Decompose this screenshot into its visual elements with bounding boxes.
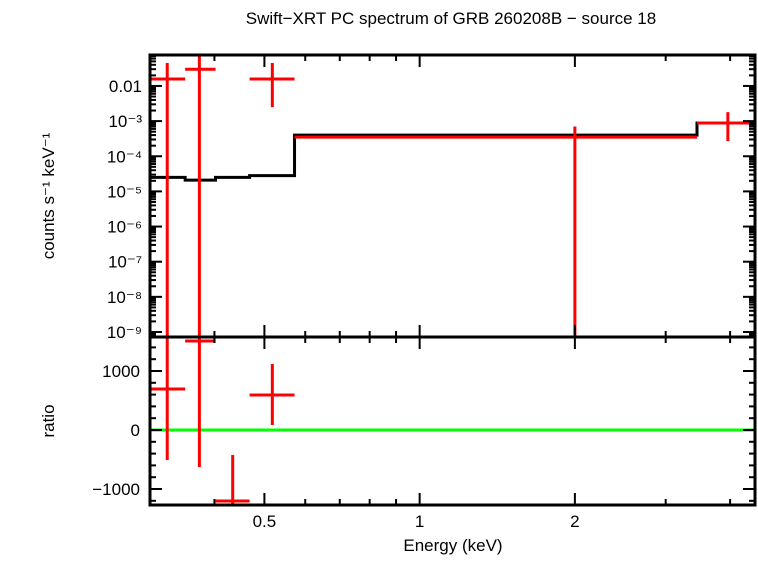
y-tick-label: 10⁻⁵: [107, 182, 142, 201]
x-axis-label: Energy (keV): [403, 536, 502, 555]
x-tick-label: 2: [570, 512, 579, 531]
y-tick-label: 10⁻⁸: [107, 288, 142, 307]
bottom-panel-frame: [148, 335, 757, 507]
y-tick-label: 0.01: [109, 77, 142, 96]
x-tick-label: 0.5: [253, 512, 277, 531]
y-tick-label: 10⁻⁴: [107, 147, 142, 166]
y-tick-label: 10⁻³: [108, 112, 142, 131]
bottom-y-axis-label: ratio: [39, 404, 58, 437]
x-tick-label: 1: [415, 512, 424, 531]
top-panel-frame: [148, 53, 757, 339]
y-tick-label: 10⁻⁹: [107, 323, 142, 342]
ratio-y-tick-label: 1000: [102, 362, 140, 381]
y-tick-label: 10⁻⁷: [108, 253, 142, 272]
y-tick-label: 10⁻⁶: [107, 218, 142, 237]
top-y-axis-label: counts s⁻¹ keV⁻¹: [39, 132, 58, 259]
ratio-y-tick-label: 0: [131, 421, 140, 440]
model-step-line: [150, 121, 755, 182]
chart-title: Swift−XRT PC spectrum of GRB 260208B − s…: [246, 9, 656, 28]
ratio-y-tick-label: −1000: [92, 480, 140, 499]
